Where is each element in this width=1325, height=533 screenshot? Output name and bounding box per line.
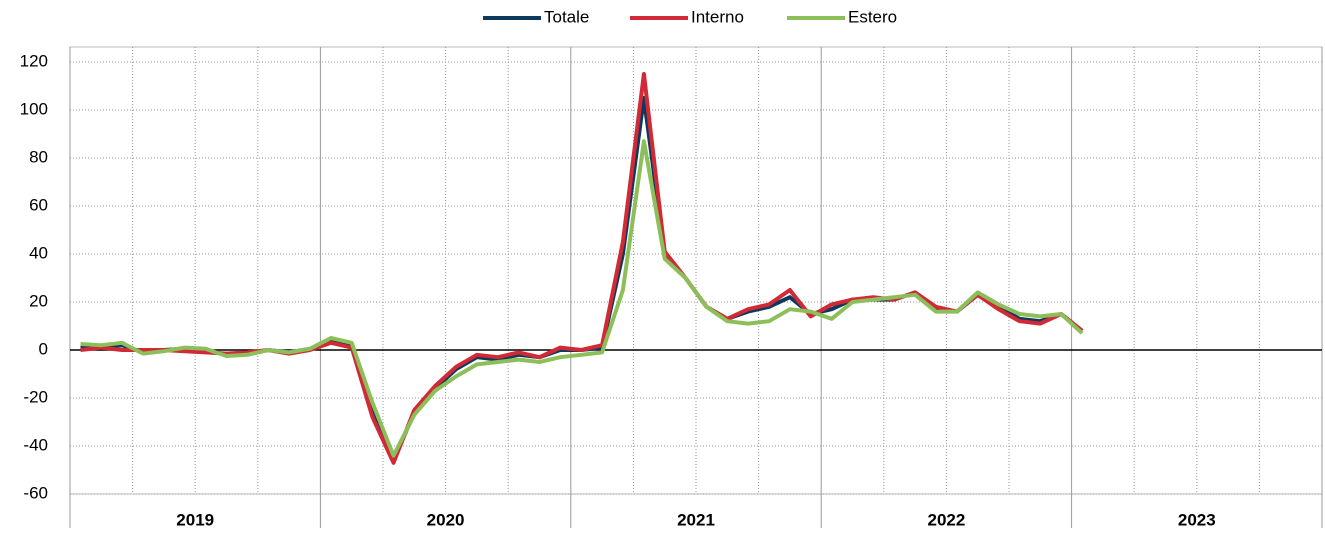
legend-label: Totale xyxy=(544,7,589,26)
x-tick-label: 2023 xyxy=(1178,510,1216,529)
y-tick-label: 40 xyxy=(29,243,48,262)
y-tick-label: 120 xyxy=(20,51,48,70)
x-tick-label: 2021 xyxy=(677,510,715,529)
series-line xyxy=(80,72,1084,465)
series-line xyxy=(80,139,1084,458)
legend-label: Estero xyxy=(848,7,897,26)
y-tick-label: 60 xyxy=(29,195,48,214)
series-line xyxy=(80,96,1084,463)
y-tick-label: -60 xyxy=(23,483,48,502)
legend-label: Interno xyxy=(691,7,744,26)
y-tick-label: -20 xyxy=(23,387,48,406)
y-tick-label: 20 xyxy=(29,291,48,310)
y-tick-label: 80 xyxy=(29,147,48,166)
y-tick-label: 100 xyxy=(20,99,48,118)
y-tick-label: 0 xyxy=(39,339,48,358)
y-tick-label: -40 xyxy=(23,435,48,454)
x-tick-label: 2020 xyxy=(427,510,465,529)
plot-frame xyxy=(69,46,1323,495)
x-tick-label: 2022 xyxy=(927,510,965,529)
x-tick-label: 2019 xyxy=(176,510,214,529)
